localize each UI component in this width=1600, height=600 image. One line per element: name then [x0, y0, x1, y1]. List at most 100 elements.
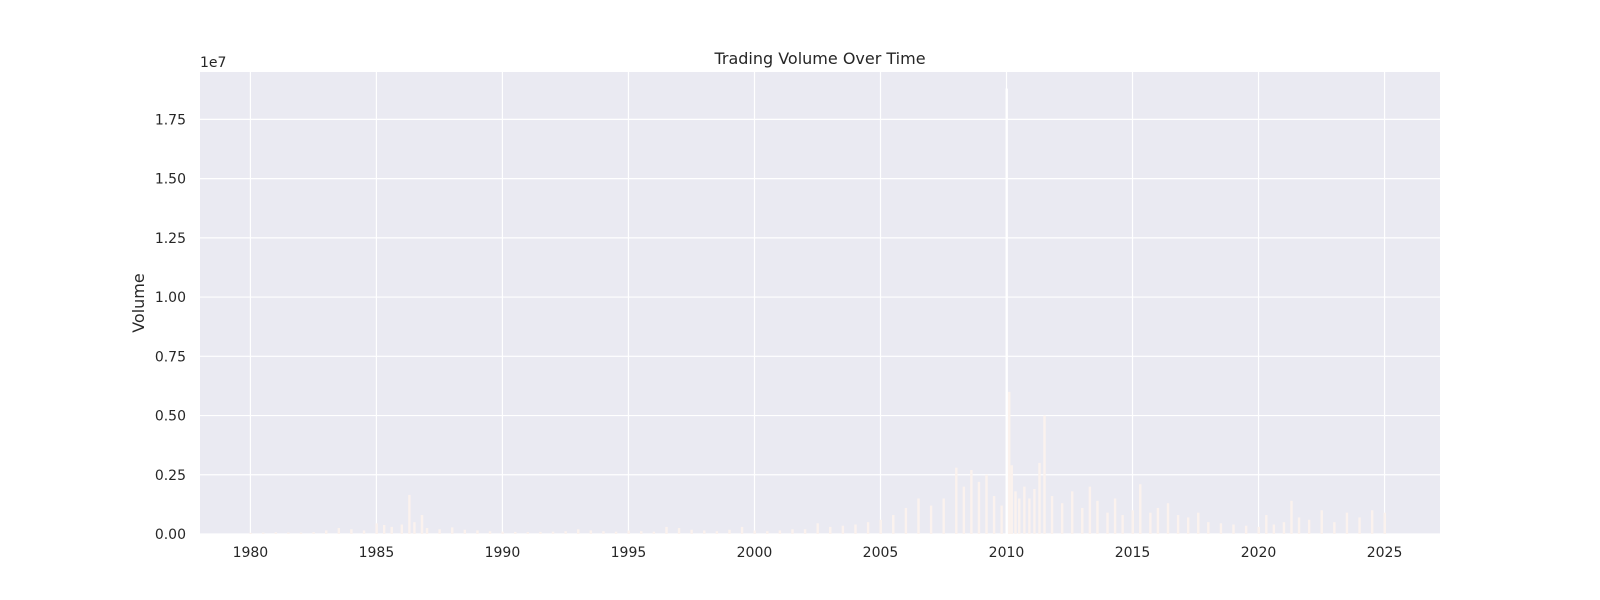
- volume-bar: [1096, 500, 1099, 534]
- x-tick-label: 2015: [1115, 545, 1151, 561]
- volume-bar: [866, 522, 870, 534]
- volume-bar: [1265, 515, 1268, 534]
- volume-bar: [390, 526, 393, 534]
- volume-bar: [1139, 484, 1142, 534]
- y-tick-label: 0.00: [155, 527, 186, 543]
- x-tick-label: 1985: [359, 545, 395, 561]
- y-offset-text: 1e7: [200, 55, 226, 71]
- chart-title: Trading Volume Over Time: [713, 49, 925, 68]
- volume-bar: [1186, 517, 1190, 534]
- volume-bar: [1383, 512, 1386, 534]
- volume-bar: [262, 532, 265, 534]
- y-tick-label: 1.50: [155, 172, 186, 188]
- volume-bar: [1005, 88, 1008, 534]
- volume-bar: [325, 530, 328, 534]
- volume-bar: [501, 531, 504, 534]
- volume-bar: [400, 524, 404, 534]
- x-tick-label: 2020: [1241, 545, 1277, 561]
- volume-bar: [942, 498, 945, 534]
- volume-bar: [1149, 512, 1152, 534]
- volume-bar: [929, 505, 933, 534]
- volume-bar: [892, 515, 895, 534]
- volume-bar: [1320, 510, 1323, 534]
- volume-bar: [1081, 507, 1084, 534]
- volume-bar: [778, 530, 782, 534]
- volume-bar: [766, 531, 769, 534]
- volume-bar: [703, 530, 706, 534]
- volume-bar: [337, 528, 341, 534]
- volume-bar: [1176, 515, 1180, 534]
- volume-bar: [375, 523, 378, 534]
- volume-bar: [740, 526, 744, 534]
- volume-bar: [1290, 500, 1293, 534]
- x-tick-label: 2025: [1367, 545, 1403, 561]
- y-tick-label: 0.50: [155, 409, 186, 425]
- volume-bar: [1131, 510, 1134, 534]
- volume-bar: [476, 530, 479, 534]
- volume-bar: [438, 529, 441, 534]
- volume-bar: [1345, 512, 1349, 534]
- volume-bar: [564, 531, 567, 534]
- volume-bar: [1060, 503, 1064, 534]
- volume-bar: [1207, 522, 1210, 534]
- y-tick-labels: 0.00 0.25 0.50 0.75 1.00 1.25 1.50 1.75: [155, 112, 186, 543]
- volume-bar: [408, 494, 411, 534]
- volume-bar: [1106, 512, 1109, 534]
- volume-bar: [589, 530, 593, 534]
- y-tick-label: 1.25: [155, 231, 186, 247]
- y-tick-label: 0.75: [155, 349, 186, 365]
- y-tick-label: 1.00: [155, 290, 186, 306]
- volume-bar: [1370, 510, 1374, 534]
- volume-bar: [791, 529, 794, 534]
- volume-bar: [1028, 498, 1031, 534]
- volume-bar: [614, 531, 618, 534]
- volume-bar: [1008, 391, 1011, 534]
- volume-bar: [1121, 515, 1124, 534]
- volume-bar: [1113, 498, 1117, 534]
- volume-bar: [350, 529, 353, 534]
- bar-layer: [249, 88, 1386, 534]
- volume-bar: [1088, 486, 1092, 534]
- volume-bar: [1010, 465, 1013, 534]
- volume-bar: [362, 530, 366, 534]
- y-tick-label: 1.75: [155, 112, 186, 128]
- volume-bar: [451, 527, 454, 534]
- volume-bar: [249, 532, 252, 534]
- volume-bar: [1071, 491, 1074, 534]
- x-tick-labels: 1980 1985 1990 1995 2000 2005 2010 2015 2020 2025: [233, 545, 1403, 561]
- volume-bar: [970, 470, 973, 534]
- volume-bar: [1000, 505, 1003, 534]
- volume-bar: [753, 530, 756, 534]
- volume-bar: [1244, 525, 1248, 534]
- x-tick-label: 1995: [611, 545, 647, 561]
- grid-layer: [200, 72, 1440, 535]
- volume-bar: [1358, 517, 1361, 534]
- volume-bar: [1272, 524, 1276, 534]
- x-tick-label: 1990: [485, 545, 521, 561]
- volume-bar: [1038, 462, 1041, 534]
- y-axis-label: Volume: [129, 273, 148, 333]
- volume-bar: [690, 529, 693, 534]
- volume-bar: [985, 474, 988, 534]
- volume-bar: [728, 529, 731, 534]
- volume-bar: [1257, 526, 1260, 534]
- volume-bar: [955, 467, 958, 534]
- volume-bar: [841, 525, 845, 534]
- volume-bar: [420, 515, 424, 534]
- volume-bar: [715, 531, 719, 534]
- y-tick-label: 0.25: [155, 468, 186, 484]
- volume-bar: [1014, 491, 1017, 534]
- volume-bar: [514, 531, 517, 534]
- volume-bar: [1232, 524, 1235, 534]
- volume-bar: [299, 532, 303, 534]
- volume-bar: [1018, 498, 1021, 534]
- volume-bar: [551, 531, 555, 534]
- volume-bar: [627, 530, 630, 534]
- volume-bar: [640, 531, 643, 534]
- volume-bar: [977, 481, 981, 534]
- volume-bar: [274, 532, 278, 534]
- volume-bar: [1043, 415, 1046, 534]
- volume-bar: [1297, 517, 1301, 534]
